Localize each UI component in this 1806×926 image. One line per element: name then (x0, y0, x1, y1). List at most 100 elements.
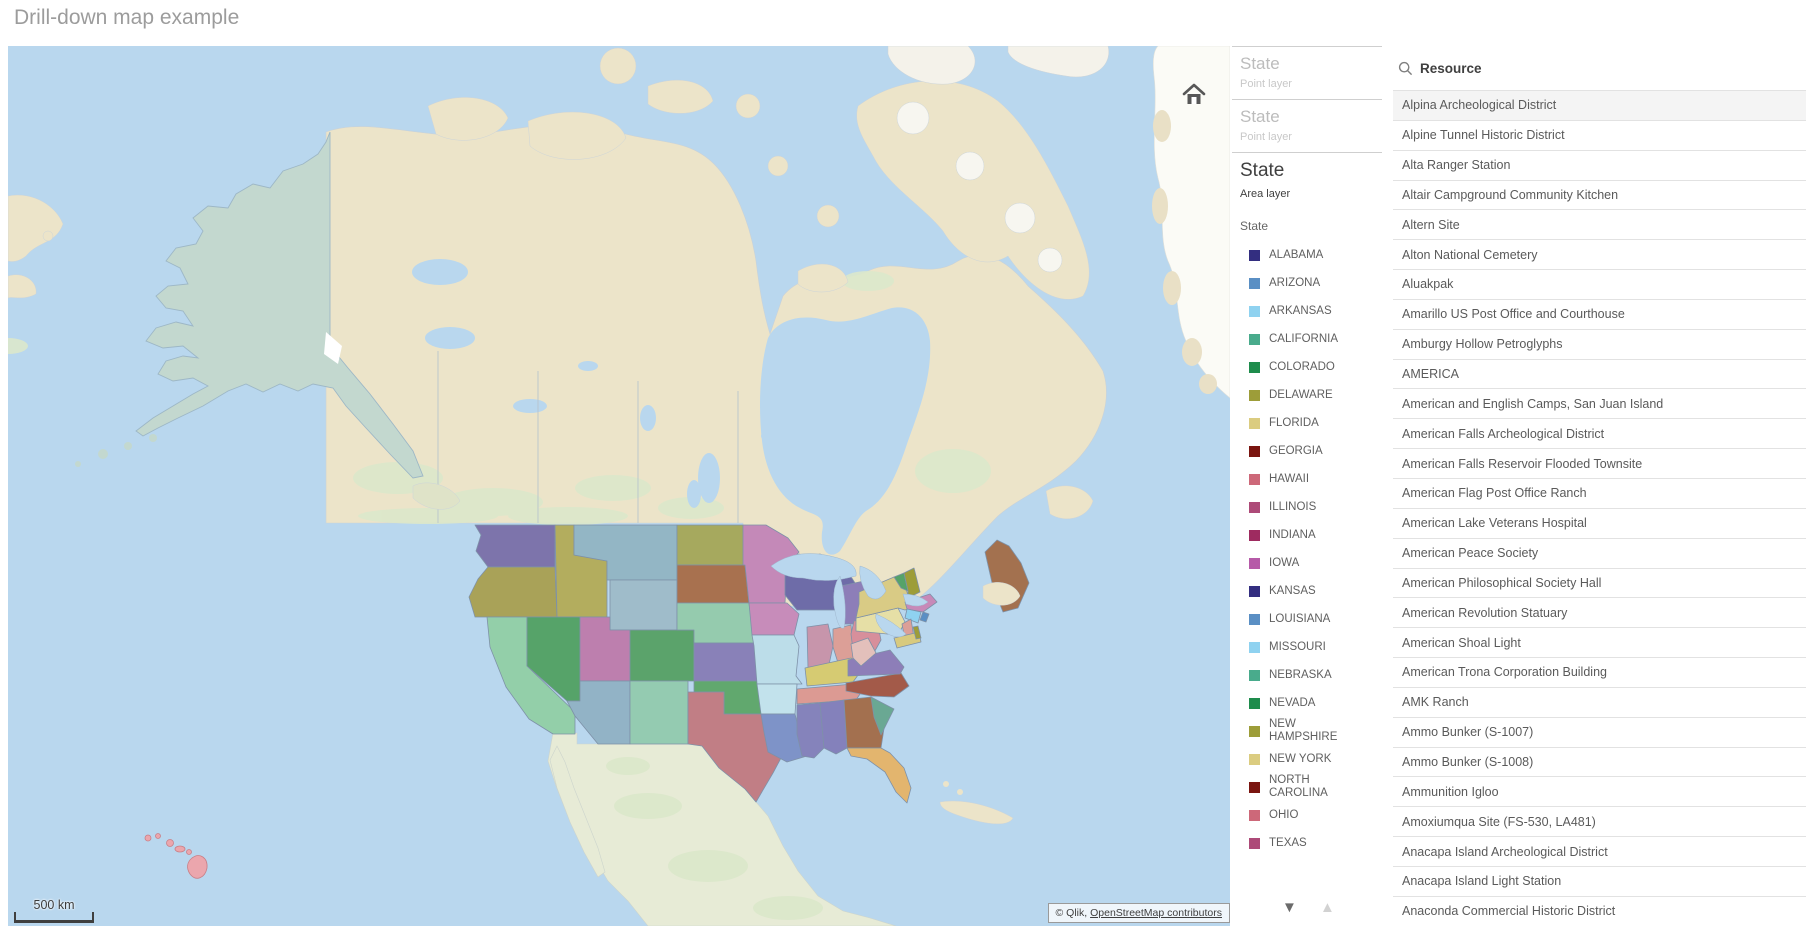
legend-item: CALIFORNIA (1249, 325, 1382, 353)
legend-item: ARKANSAS (1249, 297, 1382, 325)
attribution-prefix: © Qlik, (1055, 907, 1091, 919)
legend-item: NORTH CAROLINA (1249, 773, 1382, 801)
legend-item: INDIANA (1249, 521, 1382, 549)
greenland-coast (1152, 110, 1217, 394)
listbox-row[interactable]: American Falls Archeological District (1393, 418, 1806, 448)
listbox-row[interactable]: Alta Ranger Station (1393, 149, 1806, 180)
listbox-row[interactable]: American and English Camps, San Juan Isl… (1393, 388, 1806, 418)
legend-item-label: LOUISIANA (1269, 612, 1331, 625)
legend-item: OHIO (1249, 801, 1382, 829)
legend-item-label: MISSOURI (1269, 640, 1326, 653)
hawaii-islands[interactable] (144, 833, 208, 879)
legend-item-label: NEBRASKA (1269, 668, 1332, 681)
legend-item-label: ALABAMA (1269, 248, 1324, 261)
legend-item-label: ILLINOIS (1269, 500, 1317, 513)
legend-scroll-down-button[interactable]: ▼ (1282, 899, 1297, 916)
canada-lakes (412, 259, 775, 508)
legend-item-label: IOWA (1269, 556, 1300, 569)
legend-color-swatch (1249, 585, 1260, 597)
listbox-row[interactable]: Ammo Bunker (S-1008) (1393, 746, 1806, 777)
legend-item-label: NEVADA (1269, 696, 1316, 709)
listbox-row[interactable]: Anaconda Commercial Historic District (1393, 895, 1806, 926)
layer-title: State (1240, 107, 1280, 126)
listbox-row[interactable]: Altair Campground Community Kitchen (1393, 179, 1806, 210)
legend-item-label: NEW HAMPSHIRE (1269, 718, 1338, 743)
listbox-row[interactable]: AMK Ranch (1393, 686, 1806, 717)
listbox-row[interactable]: AMERICA (1393, 358, 1806, 389)
attribution: © Qlik, OpenStreetMap contributors (1047, 903, 1230, 923)
layer-subtitle: Point layer (1240, 131, 1292, 143)
legend-item: KANSAS (1249, 577, 1382, 605)
listbox-row[interactable]: Ammo Bunker (S-1007) (1393, 716, 1806, 747)
scale-line (14, 912, 94, 923)
layer-section-point-1[interactable]: State Point layer (1232, 46, 1382, 99)
layer-section-point-2[interactable]: State Point layer (1232, 99, 1382, 152)
listbox-row[interactable]: Alpine Tunnel Historic District (1393, 119, 1806, 150)
listbox-row[interactable]: American Trona Corporation Building (1393, 657, 1806, 687)
legend-item: MISSOURI (1249, 633, 1382, 661)
legend-dimension-label: State (1240, 219, 1269, 233)
map-canvas[interactable]: 500 km © Qlik, OpenStreetMap contributor… (8, 46, 1230, 926)
legend-item-label: KANSAS (1269, 584, 1316, 597)
aleutian-islands (75, 434, 157, 467)
scale-label: 500 km (33, 898, 75, 912)
listbox-row[interactable]: American Flag Post Office Ranch (1393, 477, 1806, 508)
listbox-row[interactable]: Altern Site (1393, 209, 1806, 239)
listbox-row[interactable]: Anacapa Island Light Station (1393, 865, 1806, 896)
legend-item: ARIZONA (1249, 269, 1382, 297)
listbox-row[interactable]: Alton National Cemetery (1393, 239, 1806, 269)
legend-color-swatch (1249, 529, 1260, 541)
vancouver-island (412, 482, 461, 510)
listbox-row[interactable]: American Philosophical Society Hall (1393, 567, 1806, 598)
layer-section-area[interactable]: State Area layer (1232, 152, 1382, 209)
legend-item-label: ARKANSAS (1269, 304, 1332, 317)
listbox-row[interactable]: Amarillo US Post Office and Courthouse (1393, 298, 1806, 329)
legend-color-swatch (1249, 641, 1260, 653)
legend-item: ALABAMA (1249, 241, 1382, 269)
legend-item-label: DELAWARE (1269, 388, 1333, 401)
legend-color-swatch (1249, 613, 1260, 625)
legend-item: NEW YORK (1249, 745, 1382, 773)
legend-color-swatch (1249, 781, 1260, 793)
legend-item: NEVADA (1249, 689, 1382, 717)
home-button[interactable] (1182, 83, 1206, 107)
listbox-row[interactable]: American Shoal Light (1393, 627, 1806, 657)
attribution-link[interactable]: OpenStreetMap contributors (1090, 907, 1222, 919)
listbox-row[interactable]: Amburgy Hollow Petroglyphs (1393, 328, 1806, 359)
listbox-row[interactable]: Amoxiumqua Site (FS-530, LA481) (1393, 806, 1806, 836)
legend-scroll-up-button[interactable]: ▲ (1320, 899, 1335, 916)
maritime-canada (982, 485, 1094, 606)
listbox-row[interactable]: Alpina Archeological District (1393, 90, 1806, 120)
legend-item: DELAWARE (1249, 381, 1382, 409)
legend-color-swatch (1249, 837, 1260, 849)
legend-color-swatch (1249, 473, 1260, 485)
legend-color-swatch (1249, 697, 1260, 709)
map-legend-panel: State Point layer State Point layer Stat… (1232, 46, 1382, 926)
legend-item-label: CALIFORNIA (1269, 332, 1339, 345)
mexico-green (606, 757, 823, 920)
listbox-rows: Alpina Archeological District Alpine Tunn… (1393, 90, 1806, 926)
alaska[interactable] (135, 131, 424, 479)
listbox-row[interactable]: American Falls Reservoir Flooded Townsit… (1393, 448, 1806, 478)
baja-peninsula (549, 745, 606, 878)
listbox-row[interactable]: American Revolution Statuary (1393, 597, 1806, 627)
listbox-row[interactable]: American Peace Society (1393, 537, 1806, 568)
legend-item: FLORIDA (1249, 409, 1382, 437)
listbox-row[interactable]: Ammunition Igloo (1393, 776, 1806, 806)
listbox-row[interactable]: Aluakpak (1393, 269, 1806, 299)
legend-item: HAWAII (1249, 465, 1382, 493)
arctic-islands (427, 46, 1110, 300)
resource-search-field[interactable]: Resource (1393, 46, 1806, 90)
legend-item-label: OHIO (1269, 808, 1299, 821)
resource-listbox: Resource Alpina Archeological District Al… (1393, 46, 1806, 926)
legend-items: ALABAMA ARIZONA ARKANSAS CALIFORNIA COLORADO… (1232, 241, 1382, 857)
legend-color-swatch (1249, 277, 1260, 289)
legend-item: IOWA (1249, 549, 1382, 577)
listbox-row[interactable]: Anacapa Island Archeological District (1393, 836, 1806, 866)
russia-land (8, 194, 64, 299)
listbox-row[interactable]: American Lake Veterans Hospital (1393, 507, 1806, 538)
legend-color-swatch (1249, 501, 1260, 513)
legend-color-swatch (1249, 445, 1260, 457)
legend-item-label: COLORADO (1269, 360, 1335, 373)
legend-item-label: ARIZONA (1269, 276, 1321, 289)
